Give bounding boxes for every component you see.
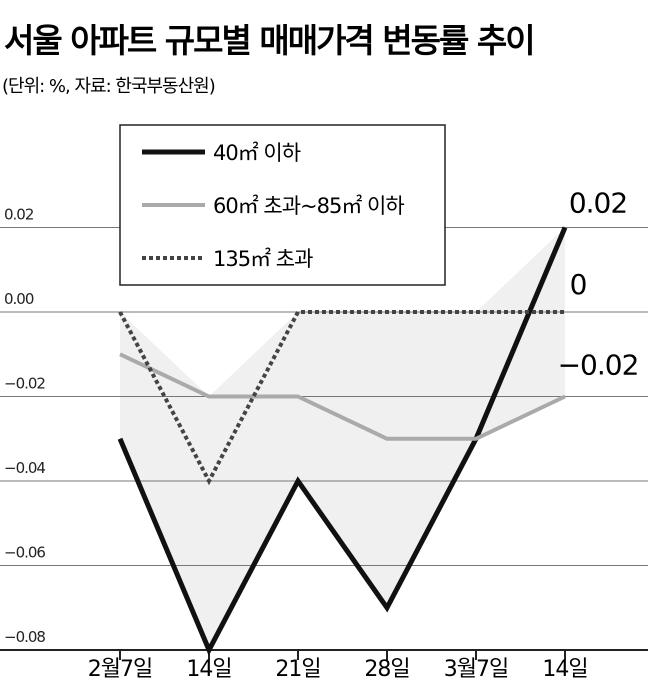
x-tick-label: 14일 — [186, 657, 231, 682]
y-tick-label: −0.06 — [4, 544, 45, 562]
range-band — [120, 227, 565, 650]
series-line — [118, 310, 565, 486]
chart-title: 서울 아파트 규모별 매매가격 변동률 추이 — [4, 21, 534, 60]
legend-label: 60㎡ 초과~85㎡ 이하 — [213, 194, 404, 218]
end-label: −0.02 — [558, 349, 639, 382]
series-line — [117, 226, 568, 656]
x-tick-label: 3월7일 — [444, 657, 508, 682]
end-label: 0 — [570, 268, 587, 301]
y-tick-label: −0.02 — [4, 375, 45, 393]
legend-label: 135㎡ 초과 — [213, 247, 313, 271]
y-tick-label: 0.00 — [4, 290, 34, 308]
x-tick-label: 2월7일 — [88, 657, 152, 682]
x-tick-label: 14일 — [542, 657, 587, 682]
end-label: 0.02 — [569, 187, 627, 220]
y-tick-label: −0.08 — [4, 628, 45, 646]
y-tick-label: −0.04 — [4, 459, 45, 477]
series-line — [119, 352, 566, 441]
y-tick-label: 0.02 — [4, 206, 34, 224]
x-tick-label: 28일 — [364, 657, 409, 682]
chart-subtitle: (단위: %, 자료: 한국부동산원) — [2, 76, 215, 97]
legend-label: 40㎡ 이하 — [213, 141, 301, 165]
x-tick-label: 21일 — [275, 657, 320, 682]
